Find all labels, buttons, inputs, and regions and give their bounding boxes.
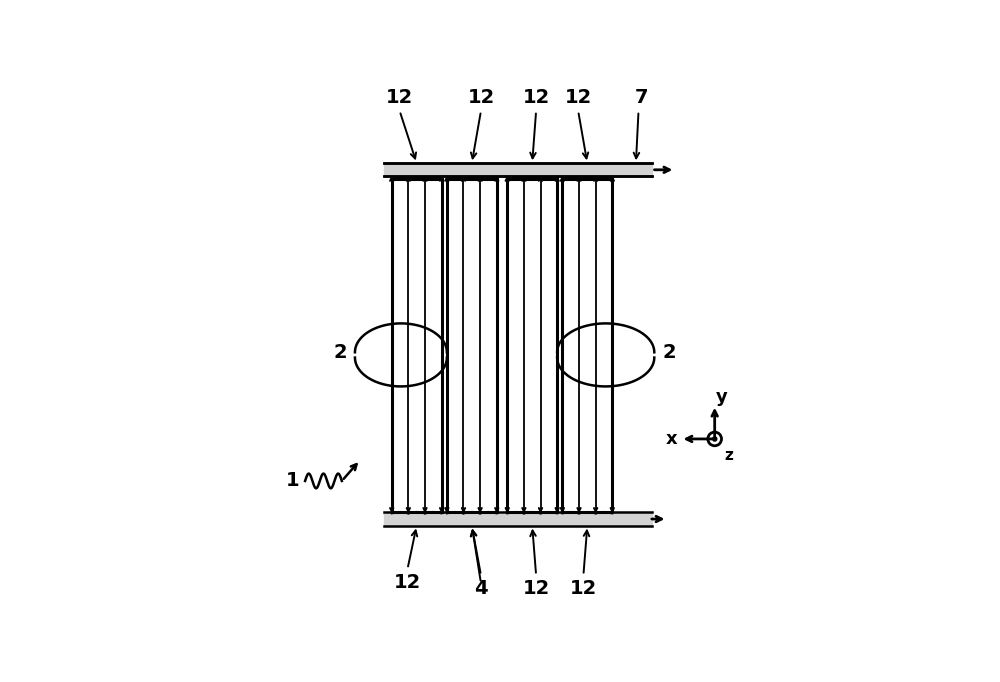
- Bar: [447, 179, 497, 512]
- Text: 2: 2: [662, 343, 676, 361]
- Text: 12: 12: [394, 573, 421, 592]
- Text: 12: 12: [386, 87, 413, 106]
- Bar: [392, 179, 442, 512]
- Text: 12: 12: [570, 579, 597, 598]
- Text: 7: 7: [634, 87, 648, 106]
- Text: x: x: [665, 430, 677, 448]
- Text: y: y: [716, 388, 727, 406]
- Bar: [562, 179, 612, 512]
- Text: 12: 12: [523, 579, 550, 598]
- Text: 12: 12: [467, 87, 495, 106]
- Text: 12: 12: [523, 87, 550, 106]
- Text: 2: 2: [333, 343, 347, 361]
- Text: z: z: [725, 448, 734, 463]
- Text: 1: 1: [286, 471, 300, 490]
- Text: 4: 4: [474, 579, 488, 598]
- Bar: [507, 179, 557, 512]
- Text: 12: 12: [565, 87, 592, 106]
- Circle shape: [713, 437, 717, 441]
